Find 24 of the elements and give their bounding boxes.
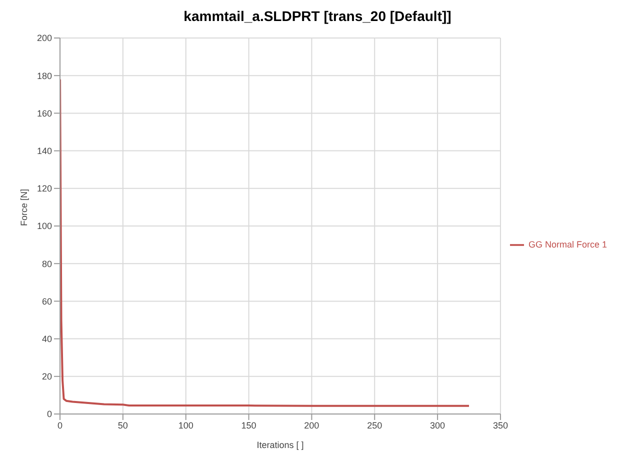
y-tick-label: 60 xyxy=(42,296,52,306)
y-axis-title: Force [N] xyxy=(19,188,30,226)
y-tick-label: 200 xyxy=(36,33,52,44)
x-tick-label: 100 xyxy=(178,420,194,430)
x-tick-label: 0 xyxy=(57,420,63,430)
y-tick-label: 160 xyxy=(36,108,52,118)
x-tick-label: 200 xyxy=(304,420,320,430)
x-tick-label: 150 xyxy=(241,420,256,430)
y-tick-label: 180 xyxy=(36,70,52,81)
x-tick-label: 250 xyxy=(367,420,382,430)
legend-label: GG Normal Force 1 xyxy=(528,239,607,250)
x-axis-title: Iterations [ ] xyxy=(256,440,304,450)
x-tick-label: 50 xyxy=(118,420,128,430)
y-tick-label: 120 xyxy=(36,184,52,194)
y-tick-label: 80 xyxy=(42,258,52,269)
y-tick-label: 100 xyxy=(36,221,52,232)
y-tick-label: 40 xyxy=(42,334,52,344)
chart-title: kammtail_a.SLDPRT [trans_20 [Default]] xyxy=(182,8,452,26)
y-tick-label: 20 xyxy=(42,372,52,382)
x-tick-label: 350 xyxy=(492,420,508,430)
y-tick-label: 140 xyxy=(36,146,52,156)
x-tick-label: 300 xyxy=(430,420,446,430)
line-series xyxy=(60,78,470,407)
y-tick-label: 0 xyxy=(46,409,52,420)
